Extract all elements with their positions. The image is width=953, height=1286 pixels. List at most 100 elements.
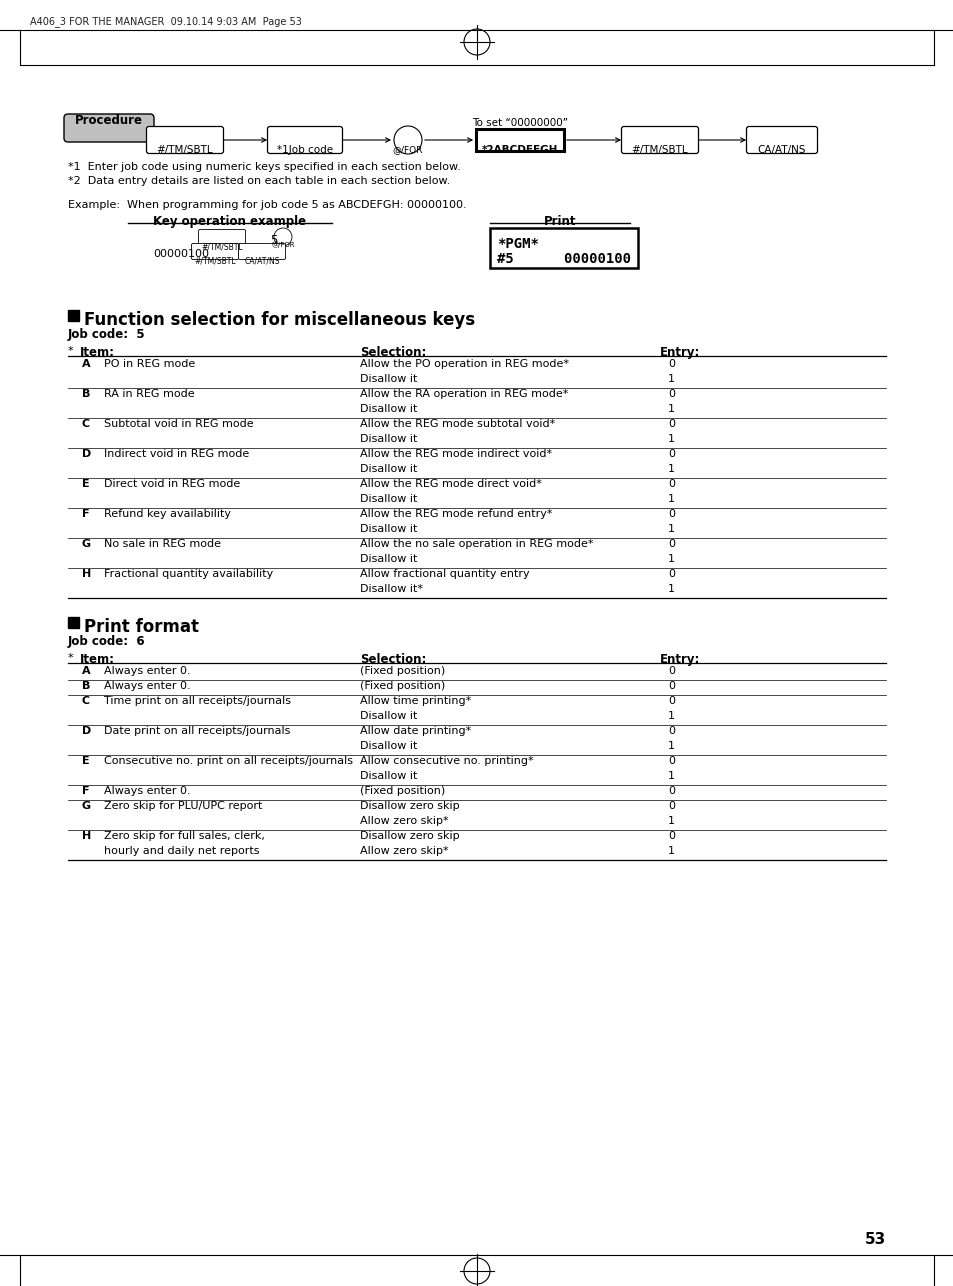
Text: Allow the REG mode refund entry*: Allow the REG mode refund entry* (359, 509, 552, 520)
Text: Fractional quantity availability: Fractional quantity availability (104, 568, 273, 579)
Text: Allow the PO operation in REG mode*: Allow the PO operation in REG mode* (359, 359, 568, 369)
FancyBboxPatch shape (64, 114, 153, 141)
Text: Allow the REG mode subtotal void*: Allow the REG mode subtotal void* (359, 419, 555, 430)
Text: Selection:: Selection: (359, 346, 426, 359)
Text: 1: 1 (667, 846, 675, 856)
Text: B: B (82, 388, 91, 399)
Text: H: H (82, 568, 91, 579)
Text: Zero skip for PLU/UPC report: Zero skip for PLU/UPC report (104, 801, 262, 811)
Bar (476, 129, 563, 150)
Text: Date print on all receipts/journals: Date print on all receipts/journals (104, 727, 290, 736)
Text: Refund key availability: Refund key availability (104, 509, 231, 520)
Text: 1: 1 (667, 817, 675, 826)
Text: Allow fractional quantity entry: Allow fractional quantity entry (359, 568, 529, 579)
Text: 0: 0 (667, 801, 675, 811)
Text: Disallow it*: Disallow it* (359, 584, 422, 594)
FancyBboxPatch shape (620, 126, 698, 153)
Text: 1: 1 (667, 554, 675, 565)
Text: E: E (82, 478, 90, 489)
Text: CA/AT/NS: CA/AT/NS (757, 145, 805, 156)
Text: Disallow it: Disallow it (359, 741, 416, 751)
Bar (68, 310, 79, 322)
Bar (68, 617, 79, 628)
Text: #5      00000100: #5 00000100 (497, 252, 630, 266)
Text: Item:: Item: (80, 653, 115, 666)
Text: 0: 0 (667, 682, 675, 691)
Text: Disallow it: Disallow it (359, 523, 416, 534)
Text: F: F (82, 509, 90, 520)
Circle shape (463, 30, 490, 55)
Text: Disallow it: Disallow it (359, 711, 416, 721)
Text: (Fixed position): (Fixed position) (359, 786, 445, 796)
Text: 0: 0 (667, 666, 675, 676)
Text: *1Job code: *1Job code (276, 145, 333, 156)
Text: Example:  When programming for job code 5 as ABCDEFGH: 00000100.: Example: When programming for job code 5… (68, 201, 466, 210)
Text: D: D (82, 727, 91, 736)
Text: 1: 1 (667, 433, 675, 444)
Text: Disallow zero skip: Disallow zero skip (359, 801, 459, 811)
Text: 1: 1 (667, 523, 675, 534)
Text: Item:: Item: (80, 346, 115, 359)
Text: 0: 0 (667, 388, 675, 399)
Text: C: C (82, 419, 90, 430)
Text: Always enter 0.: Always enter 0. (104, 666, 191, 676)
Text: 00000100: 00000100 (152, 249, 209, 258)
Text: Key operation example: Key operation example (153, 215, 306, 228)
Text: #/TM/SBTL: #/TM/SBTL (156, 145, 213, 156)
Text: Disallow it: Disallow it (359, 464, 416, 475)
Text: 0: 0 (667, 831, 675, 841)
Text: Disallow it: Disallow it (359, 374, 416, 385)
Text: Allow zero skip*: Allow zero skip* (359, 817, 448, 826)
Text: Zero skip for full sales, clerk,: Zero skip for full sales, clerk, (104, 831, 265, 841)
Text: *PGM*: *PGM* (497, 237, 538, 251)
Circle shape (463, 1258, 490, 1283)
Text: Disallow zero skip: Disallow zero skip (359, 831, 459, 841)
Text: Disallow it: Disallow it (359, 772, 416, 781)
Text: D: D (82, 449, 91, 459)
Text: 0: 0 (667, 449, 675, 459)
Text: Entry:: Entry: (659, 346, 700, 359)
Text: CA/AT/NS: CA/AT/NS (244, 256, 279, 265)
Text: Allow date printing*: Allow date printing* (359, 727, 471, 736)
Text: (Fixed position): (Fixed position) (359, 666, 445, 676)
Text: 53: 53 (863, 1232, 885, 1247)
Text: Selection:: Selection: (359, 653, 426, 666)
Text: Subtotal void in REG mode: Subtotal void in REG mode (104, 419, 253, 430)
Text: Procedure: Procedure (75, 114, 143, 127)
Text: 1: 1 (667, 772, 675, 781)
Text: *: * (68, 653, 73, 664)
Text: 0: 0 (667, 539, 675, 549)
Text: C: C (82, 696, 90, 706)
Text: 0: 0 (667, 756, 675, 766)
Text: RA in REG mode: RA in REG mode (104, 388, 194, 399)
Text: 5: 5 (270, 234, 277, 247)
Text: Entry:: Entry: (659, 653, 700, 666)
Text: PO in REG mode: PO in REG mode (104, 359, 195, 369)
Text: Disallow it: Disallow it (359, 433, 416, 444)
Text: Function selection for miscellaneous keys: Function selection for miscellaneous key… (84, 311, 475, 329)
Text: Print: Print (543, 215, 576, 228)
Text: 1: 1 (667, 494, 675, 504)
Text: Disallow it: Disallow it (359, 554, 416, 565)
Text: #/TM/SBTL: #/TM/SBTL (631, 145, 688, 156)
FancyBboxPatch shape (147, 126, 223, 153)
FancyBboxPatch shape (267, 126, 342, 153)
Text: H: H (82, 831, 91, 841)
Text: F: F (82, 786, 90, 796)
Text: Print format: Print format (84, 619, 199, 637)
Text: Allow time printing*: Allow time printing* (359, 696, 471, 706)
Text: 0: 0 (667, 478, 675, 489)
Text: 1: 1 (667, 741, 675, 751)
Text: B: B (82, 682, 91, 691)
Text: Consecutive no. print on all receipts/journals: Consecutive no. print on all receipts/jo… (104, 756, 353, 766)
FancyBboxPatch shape (238, 243, 285, 260)
Text: 0: 0 (667, 568, 675, 579)
Text: E: E (82, 756, 90, 766)
Text: #/TM/SBTL: #/TM/SBTL (201, 242, 243, 251)
FancyBboxPatch shape (198, 229, 245, 246)
Text: No sale in REG mode: No sale in REG mode (104, 539, 221, 549)
Text: 0: 0 (667, 696, 675, 706)
Text: 1: 1 (667, 584, 675, 594)
Text: Allow zero skip*: Allow zero skip* (359, 846, 448, 856)
Text: Direct void in REG mode: Direct void in REG mode (104, 478, 240, 489)
